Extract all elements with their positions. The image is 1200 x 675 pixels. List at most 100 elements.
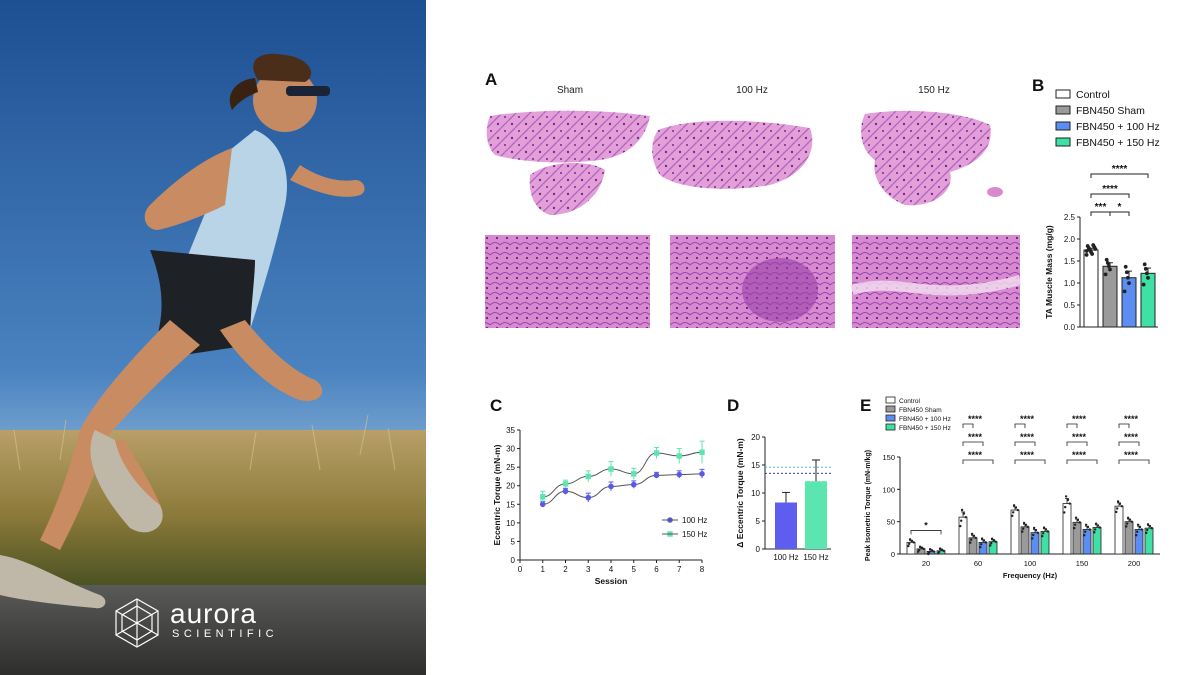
y-tick-label-c: 35 — [506, 426, 515, 435]
datapoint-e — [1126, 522, 1129, 525]
datapoint-b — [1108, 267, 1112, 272]
point-c-100hz — [562, 488, 569, 495]
sig-bracket-e — [1014, 459, 1046, 464]
datapoint-e — [932, 550, 935, 553]
point-c-100hz — [699, 471, 705, 477]
sig-label-e: **** — [968, 432, 983, 442]
y-tick-label-c: 0 — [511, 556, 516, 565]
datapoint-e — [1073, 526, 1076, 530]
datapoint-e — [912, 541, 915, 544]
point-c-150hz — [699, 449, 705, 455]
datapoint-e — [1148, 525, 1152, 528]
datapoint-e — [928, 548, 932, 551]
panel-d-label: D — [727, 396, 740, 415]
datapoint-b — [1127, 281, 1131, 286]
y-tick-label-c: 5 — [511, 537, 516, 546]
legend-label-e: FBN450 + 100 Hz — [899, 416, 951, 423]
sig-bracket-e — [1118, 459, 1150, 464]
panel-e-label: E — [860, 396, 872, 415]
legend-swatch-e — [885, 423, 896, 431]
x-tick-label-c: 5 — [632, 565, 637, 574]
legend-swatch-e — [885, 396, 896, 404]
datapoint-b — [1124, 270, 1129, 275]
bar-b-0 — [1083, 249, 1099, 328]
datapoint-b — [1141, 282, 1146, 287]
chart-b-muscle-mass: Control FBN450 Sham FBN450 + 100 Hz FBN450 … — [1044, 89, 1160, 332]
datapoint-e — [1042, 532, 1045, 535]
legend-label-c: 100 Hz — [682, 516, 707, 525]
datapoint-b — [1142, 262, 1147, 267]
datapoint-b — [1090, 252, 1094, 256]
y-tick-label-c: 15 — [506, 500, 515, 509]
category-label-e: 200 — [1128, 559, 1141, 568]
sig-label-e: **** — [1072, 450, 1087, 460]
histology-100hz-section — [652, 120, 813, 189]
datapoint-e — [1031, 537, 1034, 540]
legend-label-b: FBN450 + 150 Hz — [1076, 137, 1160, 149]
category-label-e: 150 — [1076, 559, 1089, 568]
y-axis-title-e: Peak Isometric Torque (mN-m/kg) — [865, 450, 872, 561]
x-tick-label-c: 4 — [609, 565, 614, 574]
datapoint-e — [979, 545, 982, 549]
sig-bracket-b — [1090, 193, 1130, 198]
point-c-100hz — [608, 483, 614, 490]
datapoint-e — [1064, 495, 1068, 498]
histology-title-sham: Sham — [556, 85, 584, 96]
datapoint-e — [1041, 534, 1044, 538]
datapoint-e — [1024, 523, 1028, 527]
bar-e — [1134, 529, 1144, 555]
point-c-100hz — [653, 472, 660, 479]
datapoint-e — [970, 538, 973, 541]
datapoint-e — [980, 543, 983, 546]
panel-a-label: A — [485, 70, 498, 89]
category-label-d: 150 Hz — [803, 553, 828, 562]
datapoint-b — [1104, 257, 1109, 262]
legend-label-b: FBN450 + 100 Hz — [1076, 121, 1160, 133]
datapoint-e — [1021, 530, 1024, 533]
datapoint-e — [940, 548, 944, 551]
legend-swatch-b — [1055, 137, 1071, 147]
histology-images — [485, 110, 1022, 328]
datapoint-e — [1088, 528, 1091, 531]
datapoint-e — [1125, 525, 1128, 528]
datapoint-e — [1036, 531, 1039, 534]
sig-bracket-e — [1066, 459, 1098, 464]
histology-title-100hz: 100 Hz — [736, 85, 768, 96]
bar-e — [958, 516, 968, 555]
x-tick-label-c: 0 — [518, 565, 523, 574]
datapoint-e — [1066, 498, 1070, 502]
datapoint-e — [907, 544, 910, 548]
sig-bracket-e — [962, 441, 984, 446]
datapoint-e — [1115, 510, 1118, 514]
datapoint-e — [1026, 525, 1029, 529]
y-tick-label-e: 50 — [887, 518, 895, 527]
sig-bracket-e — [962, 423, 974, 428]
y-tick-label-d: 5 — [756, 517, 761, 526]
legend-swatch-e — [885, 405, 896, 413]
legend-swatch-b — [1055, 89, 1071, 99]
point-c-150hz — [585, 473, 591, 480]
sig-bracket-e — [1066, 441, 1088, 446]
datapoint-e — [1046, 530, 1049, 533]
sig-bracket-e — [962, 459, 994, 464]
point-c-100hz — [539, 501, 546, 508]
datapoint-e — [960, 508, 964, 512]
sig-label-e: **** — [1072, 432, 1087, 442]
datapoint-e — [1012, 511, 1015, 514]
datapoint-b — [1084, 249, 1089, 253]
datapoint-e — [1098, 526, 1101, 529]
legend-label-e: Control — [899, 398, 921, 405]
datapoint-e — [1093, 531, 1096, 534]
datapoint-e — [1032, 533, 1035, 537]
datapoint-e — [1034, 529, 1038, 532]
brand-logo: aurora SCIENTIFIC — [110, 596, 310, 648]
datapoint-e — [1136, 523, 1140, 526]
datapoint-e — [982, 539, 986, 542]
sig-label-e: **** — [1020, 432, 1035, 442]
category-label-e: 20 — [922, 559, 930, 568]
sig-bracket-b — [1109, 211, 1130, 216]
bar-e — [1092, 527, 1102, 555]
datapoint-e — [1116, 507, 1119, 510]
histology-title-150hz: 150 Hz — [918, 85, 950, 96]
point-c-150hz — [562, 481, 569, 487]
